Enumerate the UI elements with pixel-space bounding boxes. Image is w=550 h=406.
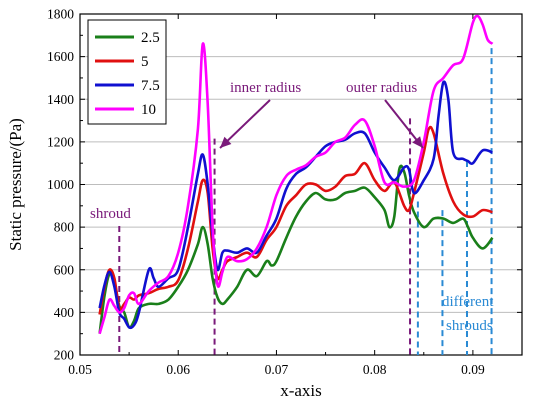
y-tick-label: 1800 bbox=[47, 7, 74, 22]
x-tick-label: 0.05 bbox=[68, 362, 92, 377]
x-tick-label: 0.07 bbox=[265, 362, 289, 377]
series-line-2-5 bbox=[98, 164, 494, 334]
annotation-outer-radius: outer radius bbox=[346, 80, 417, 96]
annotation-shroud: shroud bbox=[90, 206, 131, 222]
annotation-inner-radius: inner radius bbox=[230, 80, 301, 96]
annotation-different: different bbox=[442, 294, 494, 310]
arrow-head-inner-radius bbox=[220, 136, 232, 148]
y-tick-label: 1600 bbox=[47, 49, 74, 64]
x-tick-label: 0.08 bbox=[363, 362, 387, 377]
x-tick-label: 0.09 bbox=[461, 362, 485, 377]
series-lines bbox=[98, 14, 494, 335]
y-tick-label: 1000 bbox=[47, 177, 74, 192]
annotation-shrouds: shrouds bbox=[446, 318, 493, 334]
axis-ticks: 200 400 600 800 1000 1200 1400 1600 1800 0.05 0.06… bbox=[47, 7, 523, 377]
y-tick-label: 400 bbox=[54, 305, 75, 320]
y-tick-label: 800 bbox=[54, 220, 75, 235]
y-tick-label: 1200 bbox=[47, 134, 74, 149]
y-tick-label: 600 bbox=[54, 262, 75, 277]
y-tick-label: 1400 bbox=[47, 92, 74, 107]
legend-label-7-5: 7.5 bbox=[141, 78, 160, 94]
region-markers bbox=[118, 48, 493, 355]
legend: 2.5 5 7.5 10 bbox=[87, 19, 167, 125]
x-tick-label: 0.06 bbox=[166, 362, 190, 377]
series-line-5 bbox=[98, 125, 493, 315]
annotations: shroud inner radius outer radius differe… bbox=[90, 80, 494, 334]
arrow-inner-radius bbox=[219, 99, 271, 149]
arrow-head-outer-radius bbox=[412, 136, 423, 148]
series-line-10 bbox=[98, 14, 494, 335]
legend-label-10: 10 bbox=[141, 102, 156, 118]
x-axis-title: x-axis bbox=[280, 381, 322, 400]
series-line-7-5 bbox=[98, 80, 493, 330]
legend-label-2-5: 2.5 bbox=[141, 30, 160, 46]
y-tick-label: 200 bbox=[54, 348, 75, 363]
legend-label-5: 5 bbox=[141, 54, 149, 70]
y-axis-title: Static pressure/(Pa) bbox=[6, 118, 25, 251]
